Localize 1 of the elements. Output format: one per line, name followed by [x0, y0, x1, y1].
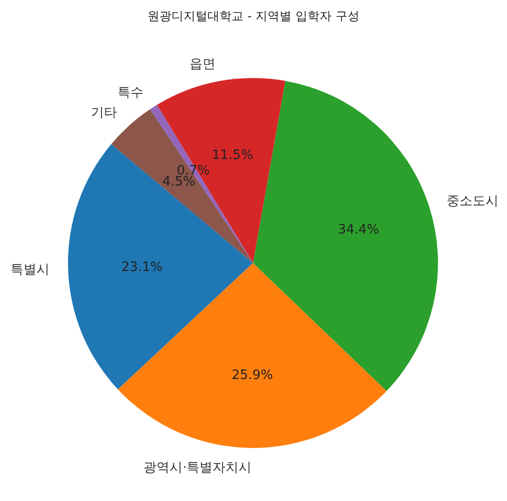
- title: 원광디지털대학교 - 지역별 입학자 구성: [148, 9, 360, 23]
